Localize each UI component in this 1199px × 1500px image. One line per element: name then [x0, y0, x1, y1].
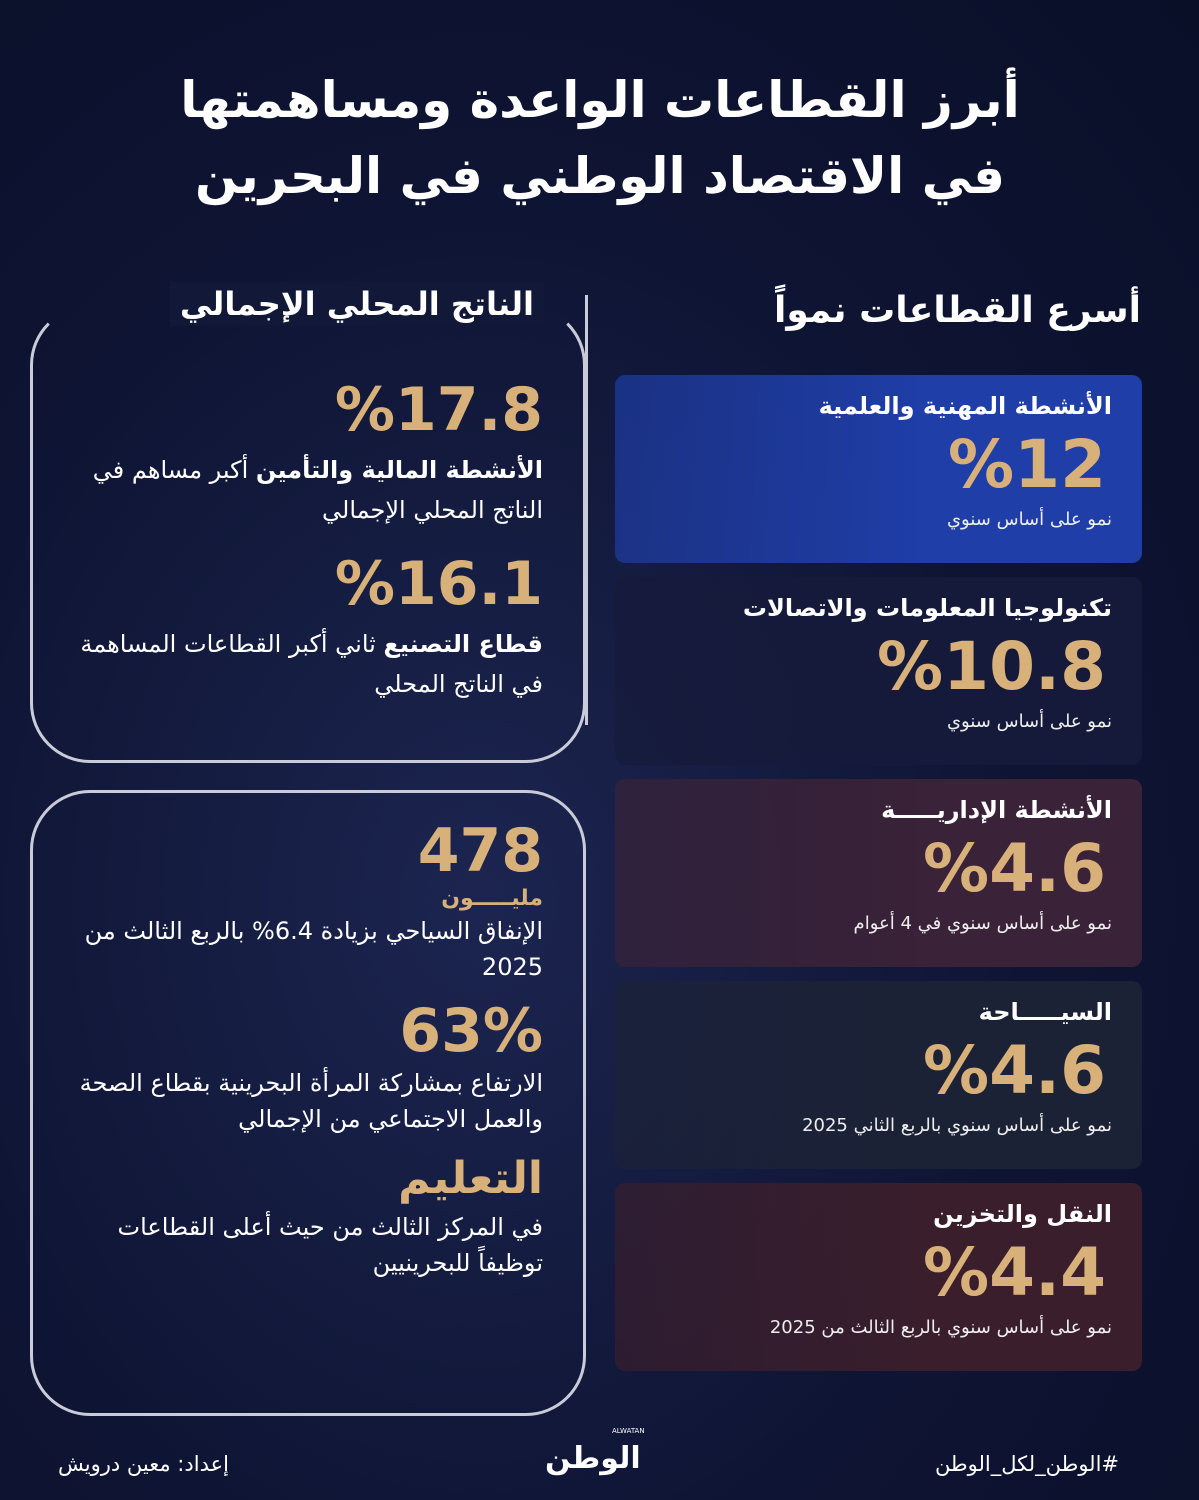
gdp-heading: الناتج المحلي الإجمالي	[169, 282, 544, 326]
sector-growth-value: %4.6	[922, 1032, 1106, 1109]
sector-name: الأنشطة الإداريـــــة	[881, 796, 1112, 824]
alwatan-logo: الوطن	[545, 1441, 641, 1476]
alwatan-logo-latin: ALWATAN	[612, 1427, 645, 1435]
tourism-spending: 478 مليـــــون الإنفاق السياحي بزيادة 6.…	[84, 816, 543, 981]
sector-name: تكنولوجيا المعلومات والاتصالات	[742, 594, 1112, 622]
hashtag: #الوطن_لكل_الوطن	[934, 1452, 1119, 1476]
gdp-box: %17.8 الأنشطة المالية والتأمين أكبر مساه…	[30, 305, 586, 763]
sector-growth-note: نمو على أساس سنوي بالربع الثالث من 2025	[769, 1317, 1112, 1338]
sector-growth-value: %12	[948, 426, 1106, 503]
sector-growth-value: %4.4	[922, 1234, 1106, 1311]
divider	[585, 295, 588, 725]
sector-growth-value: %10.8	[877, 628, 1106, 705]
education: التعليم في المركز الثالث من حيث أعلى الق…	[117, 1153, 543, 1277]
sector-card: الأنشطة الإداريـــــة %4.6 نمو على أساس سن…	[615, 779, 1142, 967]
sector-card: النقل والتخزين %4.4 نمو على أساس سنوي بالر…	[615, 1183, 1142, 1371]
credit: إعداد: معين درويش	[58, 1452, 229, 1476]
sector-growth-note: نمو على أساس سنوي في 4 أعوام	[853, 913, 1112, 934]
sector-name: السيـــــاحة	[978, 998, 1112, 1026]
sector-growth-note: نمو على أساس سنوي بالربع الثاني 2025	[802, 1115, 1112, 1136]
sector-growth-note: نمو على أساس سنوي	[946, 509, 1112, 530]
fastest-sectors-heading: أسرع القطاعات نمواً	[774, 290, 1141, 331]
women-participation: 63% الارتفاع بمشاركة المرأة البحرينية بق…	[79, 996, 543, 1133]
sector-growth-value: %4.6	[922, 830, 1106, 907]
sector-card: الأنشطة المهنية والعلمية %12 نمو على أساس …	[615, 375, 1142, 563]
sector-name: الأنشطة المهنية والعلمية	[818, 392, 1112, 420]
gdp-item-manufacturing: %16.1 قطاع التصنيع ثاني أكبر القطاعات ال…	[80, 549, 543, 698]
other-box: 478 مليـــــون الإنفاق السياحي بزيادة 6.…	[30, 790, 586, 1416]
page-title: أبرز القطاعات الواعدة ومساهمتها في الاقت…	[180, 71, 1020, 205]
sector-card: تكنولوجيا المعلومات والاتصالات %10.8 نمو ع…	[615, 577, 1142, 765]
sector-name: النقل والتخزين	[933, 1200, 1112, 1228]
sector-card: السيـــــاحة %4.6 نمو على أساس سنوي بالربع…	[615, 981, 1142, 1169]
sector-growth-note: نمو على أساس سنوي	[946, 711, 1112, 732]
gdp-item-finance: %17.8 الأنشطة المالية والتأمين أكبر مساه…	[92, 375, 543, 524]
